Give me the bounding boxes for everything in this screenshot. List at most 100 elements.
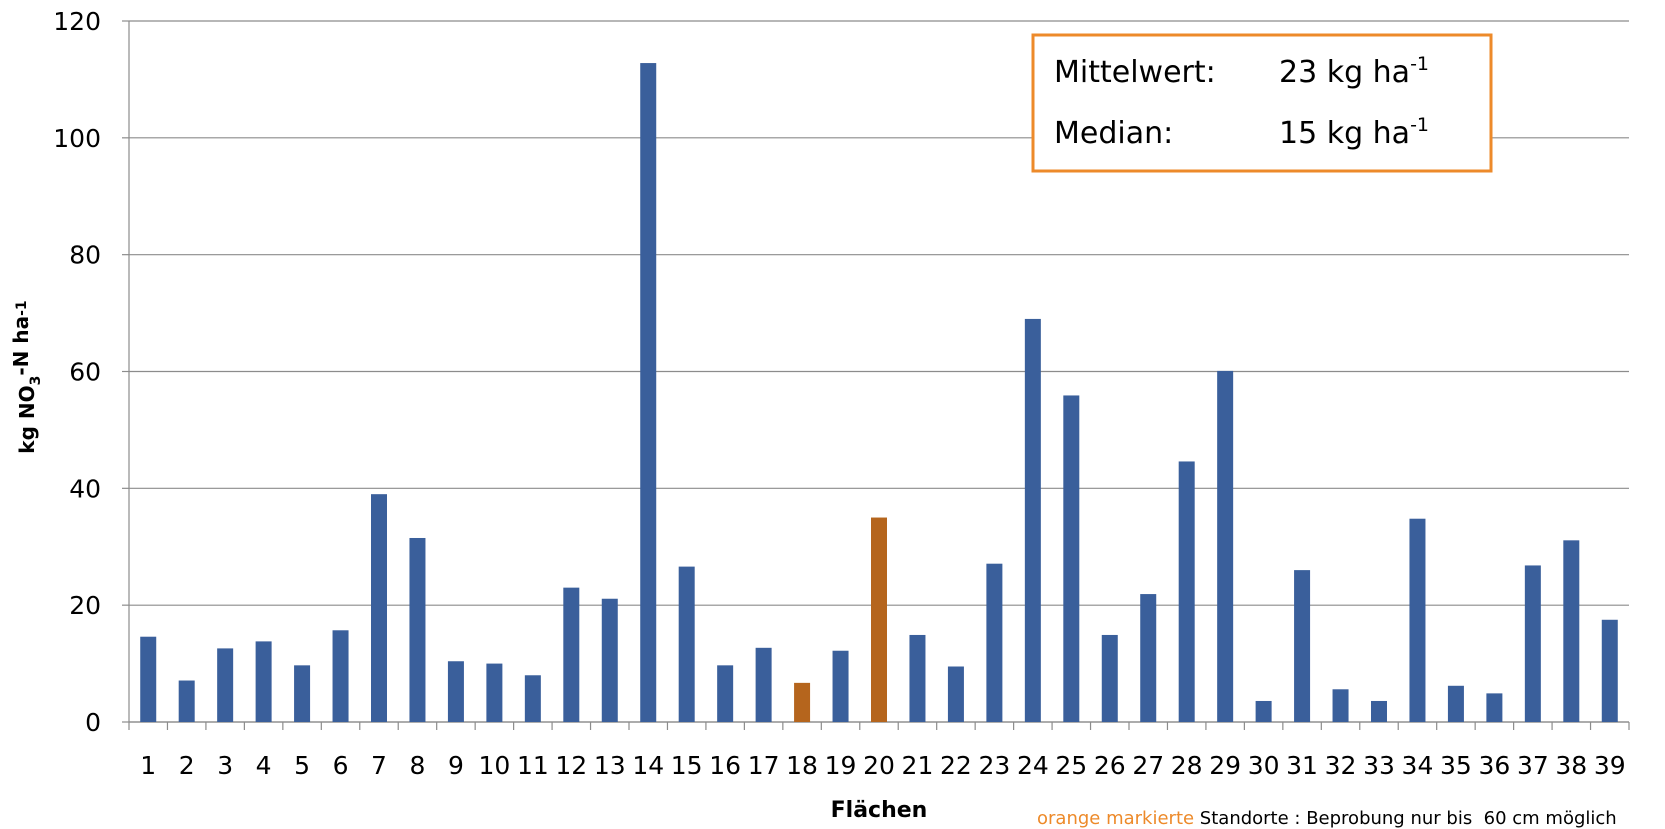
bar bbox=[640, 63, 657, 723]
bar bbox=[217, 648, 234, 722]
bar bbox=[986, 563, 1003, 722]
bar bbox=[1332, 689, 1349, 722]
x-tick-label: 19 bbox=[825, 751, 857, 780]
y-axis-label-part: kg NO bbox=[15, 385, 39, 453]
y-tick-label: 20 bbox=[69, 591, 101, 620]
x-tick-label: 6 bbox=[333, 751, 349, 780]
bar bbox=[1140, 594, 1157, 722]
bar bbox=[1601, 619, 1618, 722]
x-tick-label: 7 bbox=[371, 751, 387, 780]
x-tick-label: 5 bbox=[294, 751, 310, 780]
y-tick-label: 120 bbox=[53, 7, 101, 36]
x-axis-label: Flächen bbox=[831, 798, 928, 823]
bar bbox=[524, 675, 541, 722]
x-tick-label: 38 bbox=[1555, 751, 1587, 780]
y-axis-label-part: -1 bbox=[14, 300, 30, 316]
bar bbox=[871, 517, 887, 722]
bar bbox=[832, 650, 849, 722]
y-tick-label: 0 bbox=[85, 708, 101, 737]
x-tick-label: 22 bbox=[940, 751, 972, 780]
x-tick-label: 23 bbox=[978, 751, 1010, 780]
x-tick-label: 15 bbox=[671, 751, 703, 780]
bar bbox=[332, 630, 349, 722]
y-axis-label: kg NO3-N ha-1 bbox=[9, 300, 44, 453]
x-tick-label: 20 bbox=[863, 751, 895, 780]
x-tick-label: 27 bbox=[1132, 751, 1164, 780]
x-tick-label: 35 bbox=[1440, 751, 1472, 780]
x-tick-label: 29 bbox=[1209, 751, 1241, 780]
bar bbox=[371, 494, 387, 722]
x-tick-label: 26 bbox=[1094, 751, 1126, 780]
bar bbox=[140, 636, 157, 722]
x-tick-label: 31 bbox=[1286, 751, 1318, 780]
bar bbox=[1255, 700, 1272, 722]
x-tick-label: 37 bbox=[1517, 751, 1549, 780]
bar bbox=[294, 665, 311, 722]
x-tick-label: 14 bbox=[632, 751, 664, 780]
x-tick-label: 11 bbox=[517, 751, 549, 780]
footnote: orange markierte Standorte : Beprobung n… bbox=[1037, 808, 1617, 829]
bar bbox=[1063, 395, 1080, 722]
footnote-highlight: orange markierte bbox=[1037, 808, 1194, 829]
bar bbox=[1409, 518, 1426, 722]
annotation-box bbox=[1031, 33, 1493, 173]
x-tick-label: 12 bbox=[555, 751, 587, 780]
bar bbox=[409, 537, 426, 722]
bar bbox=[1486, 693, 1503, 722]
y-tick-label: 100 bbox=[53, 124, 101, 153]
annotation-value: 23 kg ha-1 bbox=[1279, 53, 1429, 90]
x-tick-label: 36 bbox=[1478, 751, 1510, 780]
bar bbox=[678, 566, 695, 722]
bar bbox=[563, 587, 580, 722]
bar bbox=[909, 634, 926, 722]
x-tick-label: 32 bbox=[1325, 751, 1357, 780]
x-tick-label: 28 bbox=[1171, 751, 1203, 780]
bar bbox=[755, 647, 772, 722]
x-tick-label: 24 bbox=[1017, 751, 1049, 780]
x-tick-label: 4 bbox=[256, 751, 272, 780]
bar bbox=[1178, 461, 1195, 722]
x-tick-label: 8 bbox=[410, 751, 426, 780]
bar bbox=[255, 641, 272, 722]
x-tick-label: 21 bbox=[902, 751, 934, 780]
x-tick-label: 16 bbox=[709, 751, 741, 780]
bar bbox=[1524, 565, 1541, 722]
x-tick-label: 33 bbox=[1363, 751, 1395, 780]
bar bbox=[1101, 634, 1118, 722]
annotation-value-sup: -1 bbox=[1410, 114, 1429, 136]
x-tick-label: 13 bbox=[594, 751, 626, 780]
annotation-value: 15 kg ha-1 bbox=[1279, 114, 1429, 151]
bar bbox=[947, 666, 964, 722]
annotation-label: Mittelwert: bbox=[1054, 55, 1216, 90]
x-tick-label: 1 bbox=[140, 751, 156, 780]
bar bbox=[1024, 318, 1041, 722]
x-tick-label: 3 bbox=[217, 751, 233, 780]
y-axis-label-part: 3 bbox=[28, 376, 44, 386]
bar bbox=[1217, 370, 1234, 722]
x-tick-label: 18 bbox=[786, 751, 818, 780]
x-tick-label: 9 bbox=[448, 751, 464, 780]
bar bbox=[601, 598, 618, 722]
annotation-value-text: 15 kg ha bbox=[1279, 116, 1410, 151]
bar bbox=[717, 665, 734, 722]
x-tick-label: 30 bbox=[1248, 751, 1280, 780]
bar bbox=[1447, 685, 1464, 722]
x-tick-label: 25 bbox=[1055, 751, 1087, 780]
bar bbox=[1371, 700, 1387, 722]
y-tick-label: 80 bbox=[69, 241, 101, 270]
y-tick-label: 60 bbox=[69, 358, 101, 387]
y-tick-label: 40 bbox=[69, 474, 101, 503]
annotation-value-text: 23 kg ha bbox=[1279, 55, 1410, 90]
y-axis-label-part: -N ha bbox=[9, 316, 33, 376]
footnote-text: Standorte : Beprobung nur bis 60 cm mögl… bbox=[1194, 808, 1617, 829]
bar bbox=[1294, 570, 1311, 722]
x-tick-label: 10 bbox=[478, 751, 510, 780]
bar bbox=[447, 661, 464, 722]
x-tick-label: 17 bbox=[748, 751, 780, 780]
annotation-label: Median: bbox=[1054, 116, 1173, 151]
x-tick-label: 2 bbox=[179, 751, 195, 780]
x-tick-label: 34 bbox=[1402, 751, 1434, 780]
bar bbox=[486, 663, 503, 722]
bar bbox=[178, 680, 195, 722]
